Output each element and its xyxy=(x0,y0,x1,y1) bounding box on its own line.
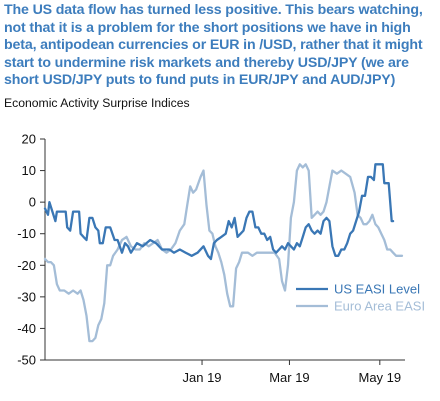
y-tick-label: -50 xyxy=(17,353,36,368)
headline: The US data flow has turned less positiv… xyxy=(4,2,423,89)
series-line-us-easi xyxy=(43,163,395,261)
legend-label: Euro Area EASI xyxy=(334,299,425,314)
x-ticks: Jan 19 Mar 19 May 19 xyxy=(183,360,401,385)
chart-title: Economic Activity Surprise Indices xyxy=(4,96,190,110)
y-tick-label: 20 xyxy=(22,132,36,147)
y-ticks: 20 10 0 -10 -20 -30 -40 -50 xyxy=(17,132,45,368)
series-line-euro-area-easi xyxy=(43,163,404,343)
x-tick-label: Jan 19 xyxy=(183,370,222,385)
series-layer xyxy=(43,163,404,343)
y-tick-label: 10 xyxy=(22,163,36,178)
legend-label: US EASI Level xyxy=(334,282,420,297)
y-tick-label: 0 xyxy=(29,195,36,210)
x-tick-label: Mar 19 xyxy=(269,370,309,385)
y-tick-label: -10 xyxy=(17,226,36,241)
y-tick-label: -20 xyxy=(17,258,36,273)
y-tick-label: -40 xyxy=(17,321,36,336)
x-tick-label: May 19 xyxy=(358,370,401,385)
y-tick-label: -30 xyxy=(17,289,36,304)
legend: US EASI Level Euro Area EASI xyxy=(296,282,425,314)
